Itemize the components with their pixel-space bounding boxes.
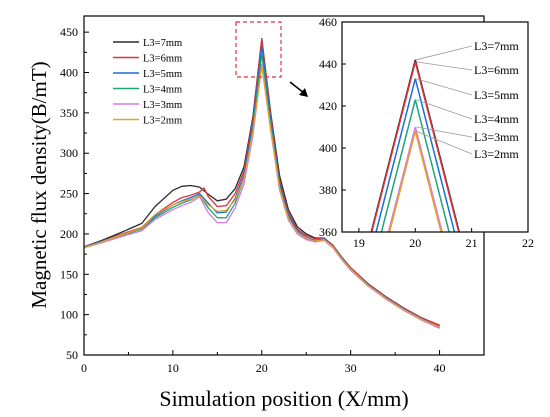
inset-x-tick-label: 22 (522, 236, 534, 250)
inset-y-tick-label: 400 (319, 141, 337, 155)
x-tick-label: 0 (81, 361, 87, 375)
inset-y-tick-label: 460 (319, 15, 337, 29)
y-tick-label: 350 (60, 106, 78, 120)
y-tick-label: 450 (60, 25, 78, 39)
inset-plot: 19 20 21 22 360 380 400 420 440 460 L3=7mm L3=6mm L3… (319, 15, 534, 250)
x-tick-label: 20 (256, 361, 268, 375)
zoom-arrow-head (299, 88, 308, 97)
x-tick-label: 30 (345, 361, 357, 375)
series-group (84, 37, 440, 329)
inset-line-3mm (387, 126, 443, 232)
inset-leader-3mm (416, 126, 473, 138)
y-tick-label: 400 (60, 66, 78, 80)
inset-leader-5mm (416, 78, 473, 96)
legend-label-7mm: L3=7mm (143, 38, 182, 49)
inset-peak-label-5mm: L3=5mm (474, 88, 519, 102)
y-tick-label: 250 (60, 187, 78, 201)
inset-line-4mm (380, 99, 450, 232)
legend-label-4mm: L3=4mm (143, 85, 182, 96)
legend-label-3mm: L3=3mm (143, 100, 182, 111)
inset-y-tick-label: 440 (319, 57, 337, 71)
y-tick-label: 200 (60, 227, 78, 241)
zoom-arrow (289, 81, 305, 94)
inset-peak-label-6mm: L3=6mm (474, 63, 519, 77)
inset-peak-label-3mm: L3=3mm (474, 130, 519, 144)
x-tick-label: 40 (434, 361, 446, 375)
inset-frame (341, 21, 529, 233)
inset-series-group (370, 59, 461, 232)
inset-peak-label-7mm: L3=7mm (474, 39, 519, 53)
y-tick-label: 100 (60, 308, 78, 322)
inset-line-5mm (375, 78, 456, 232)
inset-peak-label-4mm: L3=4mm (474, 112, 519, 126)
series-line-3mm (84, 63, 440, 329)
inset-y-tick-label: 420 (319, 99, 337, 113)
y-tick-label: 300 (60, 146, 78, 160)
inset-line-2mm (388, 131, 442, 232)
inset-x-tick-label: 20 (409, 236, 421, 250)
inset-leader-7mm (416, 45, 473, 61)
y-tick-label: 150 (60, 267, 78, 281)
inset-leader-6mm (416, 61, 473, 71)
legend-label-5mm: L3=5mm (143, 69, 182, 80)
legend-label-6mm: L3=6mm (143, 54, 182, 65)
inset-x-tick-label: 19 (353, 236, 365, 250)
inset-y-tick-label: 380 (319, 183, 337, 197)
inset-leader-2mm (416, 130, 473, 155)
series-line-2mm (84, 65, 440, 328)
peak-highlight-box (235, 21, 282, 78)
inset-peak-label-2mm: L3=2mm (474, 147, 519, 161)
y-axis-title: Magnetic flux density(B/mT) (27, 61, 51, 308)
main-plot: 0 10 20 30 40 50 100 150 200 250 300 350 400 450 L3=7m… (60, 15, 485, 375)
legend-label-2mm: L3=2mm (143, 116, 182, 127)
inset-background (342, 22, 528, 232)
inset-line-6mm (370, 61, 460, 232)
x-tick-label: 10 (167, 361, 179, 375)
inset-leader-4mm (416, 99, 473, 120)
inset-y-tick-label: 360 (319, 225, 337, 239)
inset-x-tick-label: 21 (466, 236, 478, 250)
y-tick-label: 50 (66, 348, 78, 362)
x-axis-title: Simulation position (X/mm) (159, 386, 408, 411)
legend: L3=7mm L3=6mm L3=5mm L3=4mm L3=3mm L3=2mm (113, 38, 182, 127)
